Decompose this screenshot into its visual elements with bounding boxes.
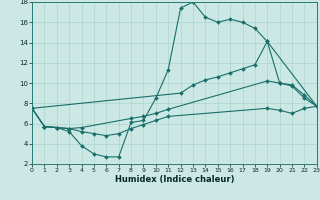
X-axis label: Humidex (Indice chaleur): Humidex (Indice chaleur): [115, 175, 234, 184]
